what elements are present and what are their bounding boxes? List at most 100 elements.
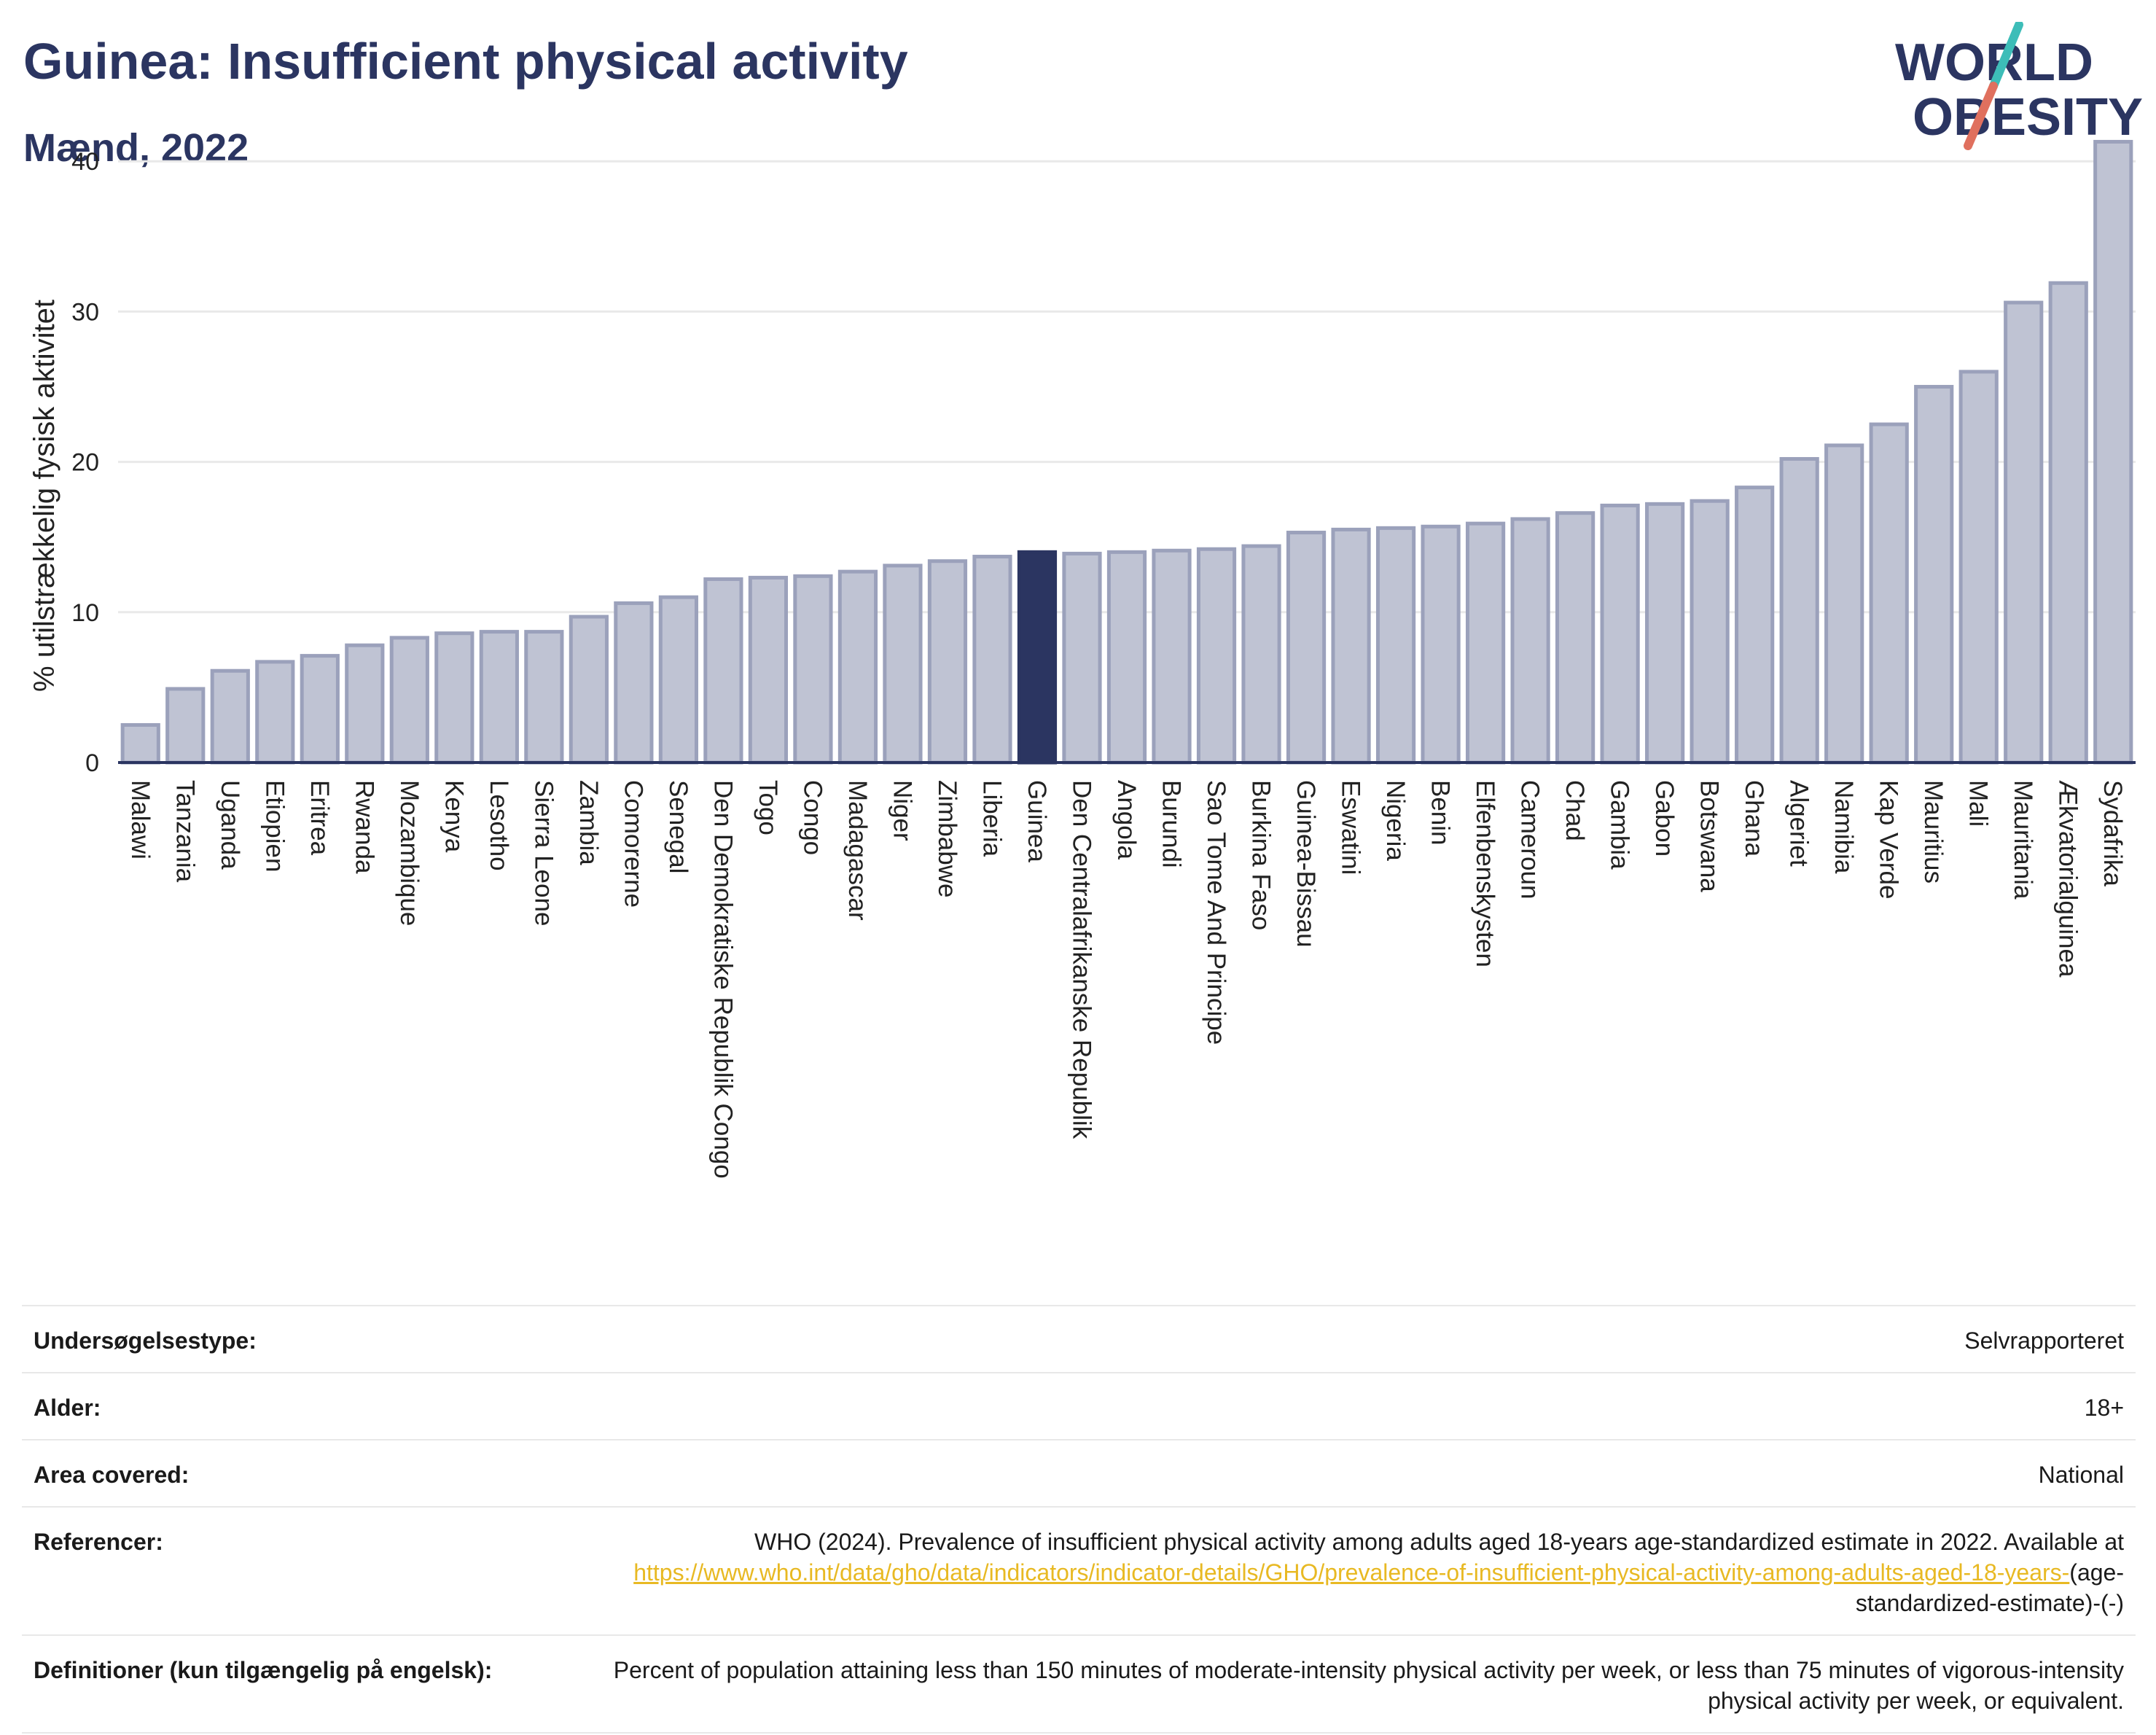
y-tick-label: 40 — [71, 148, 99, 176]
bar — [1106, 550, 1147, 765]
bar — [2093, 139, 2133, 765]
bar — [1735, 486, 1775, 765]
x-tick-label: Chad — [1561, 780, 1589, 841]
y-tick-label: 0 — [85, 749, 99, 777]
x-tick-label: Burkina Faso — [1247, 780, 1276, 930]
x-tick-label: Congo — [798, 780, 827, 855]
info-row: Alder: 18+ — [22, 1372, 2136, 1440]
x-tick-label: Eritrea — [305, 780, 334, 856]
bar — [210, 668, 250, 765]
info-value: National — [599, 1439, 2136, 1508]
bar — [2004, 300, 2044, 765]
x-tick-label: Den Centralafrikanske Republik — [1067, 780, 1095, 1139]
bar — [883, 564, 923, 765]
logo-line-2: OBESITY — [1913, 88, 2143, 147]
x-tick-label: Madagascar — [843, 780, 872, 921]
info-row: Area covered: National — [22, 1439, 2136, 1508]
x-tick-label: Nigeria — [1381, 780, 1410, 861]
x-tick-label: Mauritania — [2009, 780, 2037, 900]
bar — [1196, 547, 1237, 765]
x-tick-label: Mali — [1964, 780, 1993, 827]
bar — [1645, 502, 1685, 765]
x-tick-label: Gambia — [1606, 780, 1634, 870]
bar — [1510, 517, 1550, 765]
x-tick-label: Den Demokratiske Republik Congo — [708, 780, 737, 1179]
bar — [793, 574, 833, 765]
bar — [345, 643, 385, 765]
bar — [434, 631, 474, 765]
bar — [1286, 531, 1327, 765]
bar — [389, 636, 429, 765]
x-tick-label: Benin — [1426, 780, 1455, 846]
x-tick-label: Angola — [1112, 780, 1141, 860]
x-tick-label: Algeriet — [1785, 780, 1813, 867]
info-value: Selvrapporteret — [599, 1305, 2136, 1373]
info-key: Area covered: — [22, 1439, 599, 1508]
info-row: Referencer: WHO (2024). Prevalence of ins… — [22, 1506, 2136, 1636]
x-tick-label: Etiopien — [260, 780, 289, 872]
bar — [748, 575, 789, 765]
bar — [614, 601, 654, 765]
bar — [1421, 524, 1461, 765]
x-tick-label: Ækvatorialguinea — [2054, 780, 2082, 978]
x-tick-label: Malawi — [126, 780, 155, 859]
y-tick-label: 10 — [71, 599, 99, 627]
page-title: Guinea: Insufficient physical activity — [23, 33, 908, 90]
x-tick-label: Sierra Leone — [529, 780, 558, 926]
x-tick-label: Comorerne — [619, 780, 647, 908]
bar — [1779, 456, 1819, 765]
info-key: Referencer: — [22, 1506, 599, 1636]
bar — [1690, 499, 1730, 765]
x-tick-label: Rwanda — [350, 780, 378, 874]
x-tick-label: Mozambique — [395, 780, 423, 926]
info-value: WHO (2024). Prevalence of insufficient p… — [599, 1506, 2136, 1636]
bar — [1062, 551, 1102, 765]
bar — [1241, 544, 1281, 765]
bar — [658, 595, 698, 765]
world-obesity-logo: WORLD OBESITY — [1895, 22, 2143, 150]
info-table: Undersøgelsestype: Selvrapporteret Alder: 1… — [22, 1305, 2136, 1734]
bar — [1465, 521, 1506, 765]
y-axis-ticks: 0 10 20 30 40 — [71, 148, 99, 777]
x-tick-label: Cameroun — [1516, 780, 1544, 899]
bar — [1824, 443, 1864, 765]
x-tick-label: Sao Tome And Principe — [1202, 780, 1230, 1045]
x-tick-label: Guinea — [1023, 780, 1051, 862]
bar — [2048, 281, 2088, 765]
bar — [120, 722, 160, 765]
info-key: Undersøgelsestype: — [22, 1305, 599, 1373]
y-axis-label: % utilstrækkelig fysisk aktivitet — [28, 300, 60, 692]
reference-link[interactable]: https://www.who.int/data/gho/data/indica… — [633, 1559, 2070, 1586]
x-tick-label: Elfenbenskysten — [1471, 780, 1499, 967]
x-tick-label: Zimbabwe — [933, 780, 961, 897]
bar — [255, 660, 295, 765]
x-tick-label: Gabon — [1650, 780, 1679, 857]
bar — [165, 687, 206, 765]
reference-suffix: (age-standardized-estimate)-(-) — [1855, 1559, 2124, 1616]
x-tick-label: Lesotho — [485, 780, 513, 871]
chart-bars — [120, 139, 2133, 765]
x-tick-label: Botswana — [1695, 780, 1724, 892]
bar — [1152, 548, 1192, 765]
x-tick-label: Sydafrika — [2098, 780, 2127, 886]
y-tick-label: 30 — [71, 298, 99, 326]
bar — [479, 630, 519, 765]
bar — [1600, 503, 1640, 765]
page-subtitle: Mænd, 2022 — [23, 126, 249, 170]
x-tick-label: Togo — [754, 780, 782, 835]
bar — [1869, 422, 1909, 765]
x-tick-label: Niger — [888, 780, 916, 841]
info-value: 18+ — [599, 1372, 2136, 1440]
x-tick-label: Liberia — [977, 780, 1006, 857]
bar — [1331, 527, 1371, 765]
bar — [300, 654, 340, 765]
x-tick-label: Kenya — [440, 780, 468, 853]
x-tick-label: Burundi — [1157, 780, 1186, 868]
x-tick-label: Eswatini — [1337, 780, 1365, 875]
x-tick-label: Ghana — [1740, 780, 1768, 857]
bar — [972, 555, 1012, 765]
y-tick-label: 20 — [71, 449, 99, 477]
bar — [1375, 526, 1416, 765]
x-tick-label: Kap Verde — [1875, 780, 1903, 899]
info-value: Percent of population attaining less tha… — [599, 1634, 2136, 1734]
